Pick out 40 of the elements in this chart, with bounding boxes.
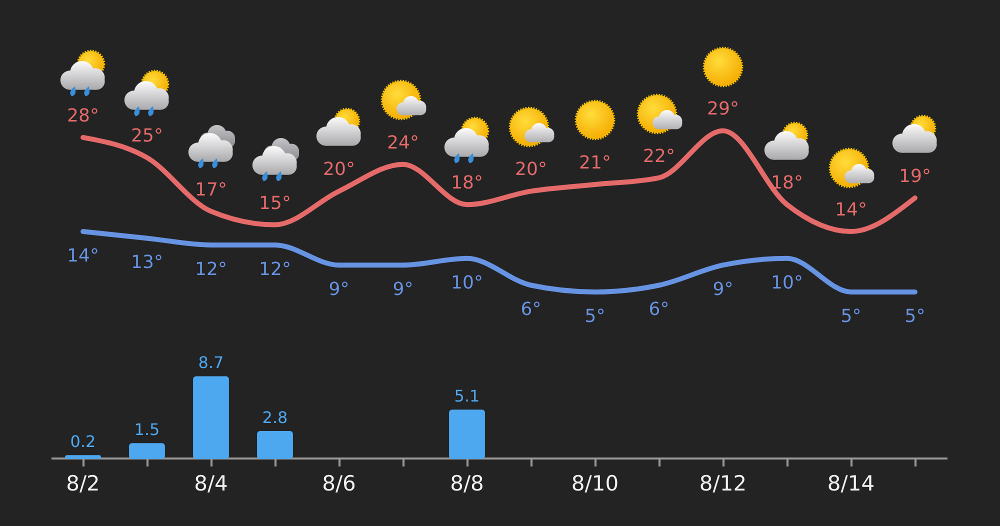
- x-tick-label: 8/6: [322, 472, 356, 496]
- data-label: 1.5: [134, 420, 160, 440]
- data-label: 25°: [131, 126, 163, 147]
- data-label: 20°: [515, 159, 547, 180]
- data-label: 29°: [707, 98, 739, 120]
- data-label: 19°: [899, 166, 931, 187]
- data-label: 10°: [451, 272, 483, 294]
- data-label: 17°: [195, 179, 227, 200]
- data-label: 13°: [131, 252, 163, 274]
- data-label: 22°: [643, 146, 675, 167]
- data-label: 2.8: [262, 408, 288, 428]
- data-label: 5°: [840, 306, 862, 327]
- data-label: 6°: [520, 299, 542, 320]
- x-tick-label: 8/4: [194, 472, 228, 496]
- data-label: 9°: [392, 279, 414, 300]
- data-label: 9°: [712, 279, 734, 300]
- data-label: 14°: [67, 246, 99, 267]
- data-label: 24°: [387, 132, 419, 154]
- data-label: 6°: [648, 299, 670, 320]
- data-label: 18°: [771, 172, 803, 194]
- x-tick-label: 8/2: [66, 472, 100, 496]
- data-label: 12°: [195, 258, 227, 280]
- data-label: 8.7: [198, 353, 224, 372]
- x-tick-label: 8/8: [450, 472, 484, 496]
- data-label: 9°: [328, 279, 350, 300]
- x-tick-label: 8/14: [827, 472, 875, 496]
- data-label: 20°: [323, 159, 355, 180]
- data-label: 5°: [904, 306, 926, 327]
- x-tick-label: 8/12: [699, 472, 747, 496]
- data-label: 28°: [67, 105, 99, 126]
- data-label: 5.1: [454, 386, 480, 406]
- data-label: 10°: [771, 272, 803, 294]
- data-label: 15°: [259, 192, 291, 214]
- data-label: 14°: [835, 200, 867, 221]
- data-label: 12°: [259, 258, 291, 280]
- data-label: 0.2: [70, 432, 96, 452]
- data-label: 21°: [579, 152, 611, 174]
- x-tick-label: 8/10: [571, 472, 619, 496]
- data-label: 5°: [584, 306, 606, 327]
- data-label: 18°: [451, 172, 483, 194]
